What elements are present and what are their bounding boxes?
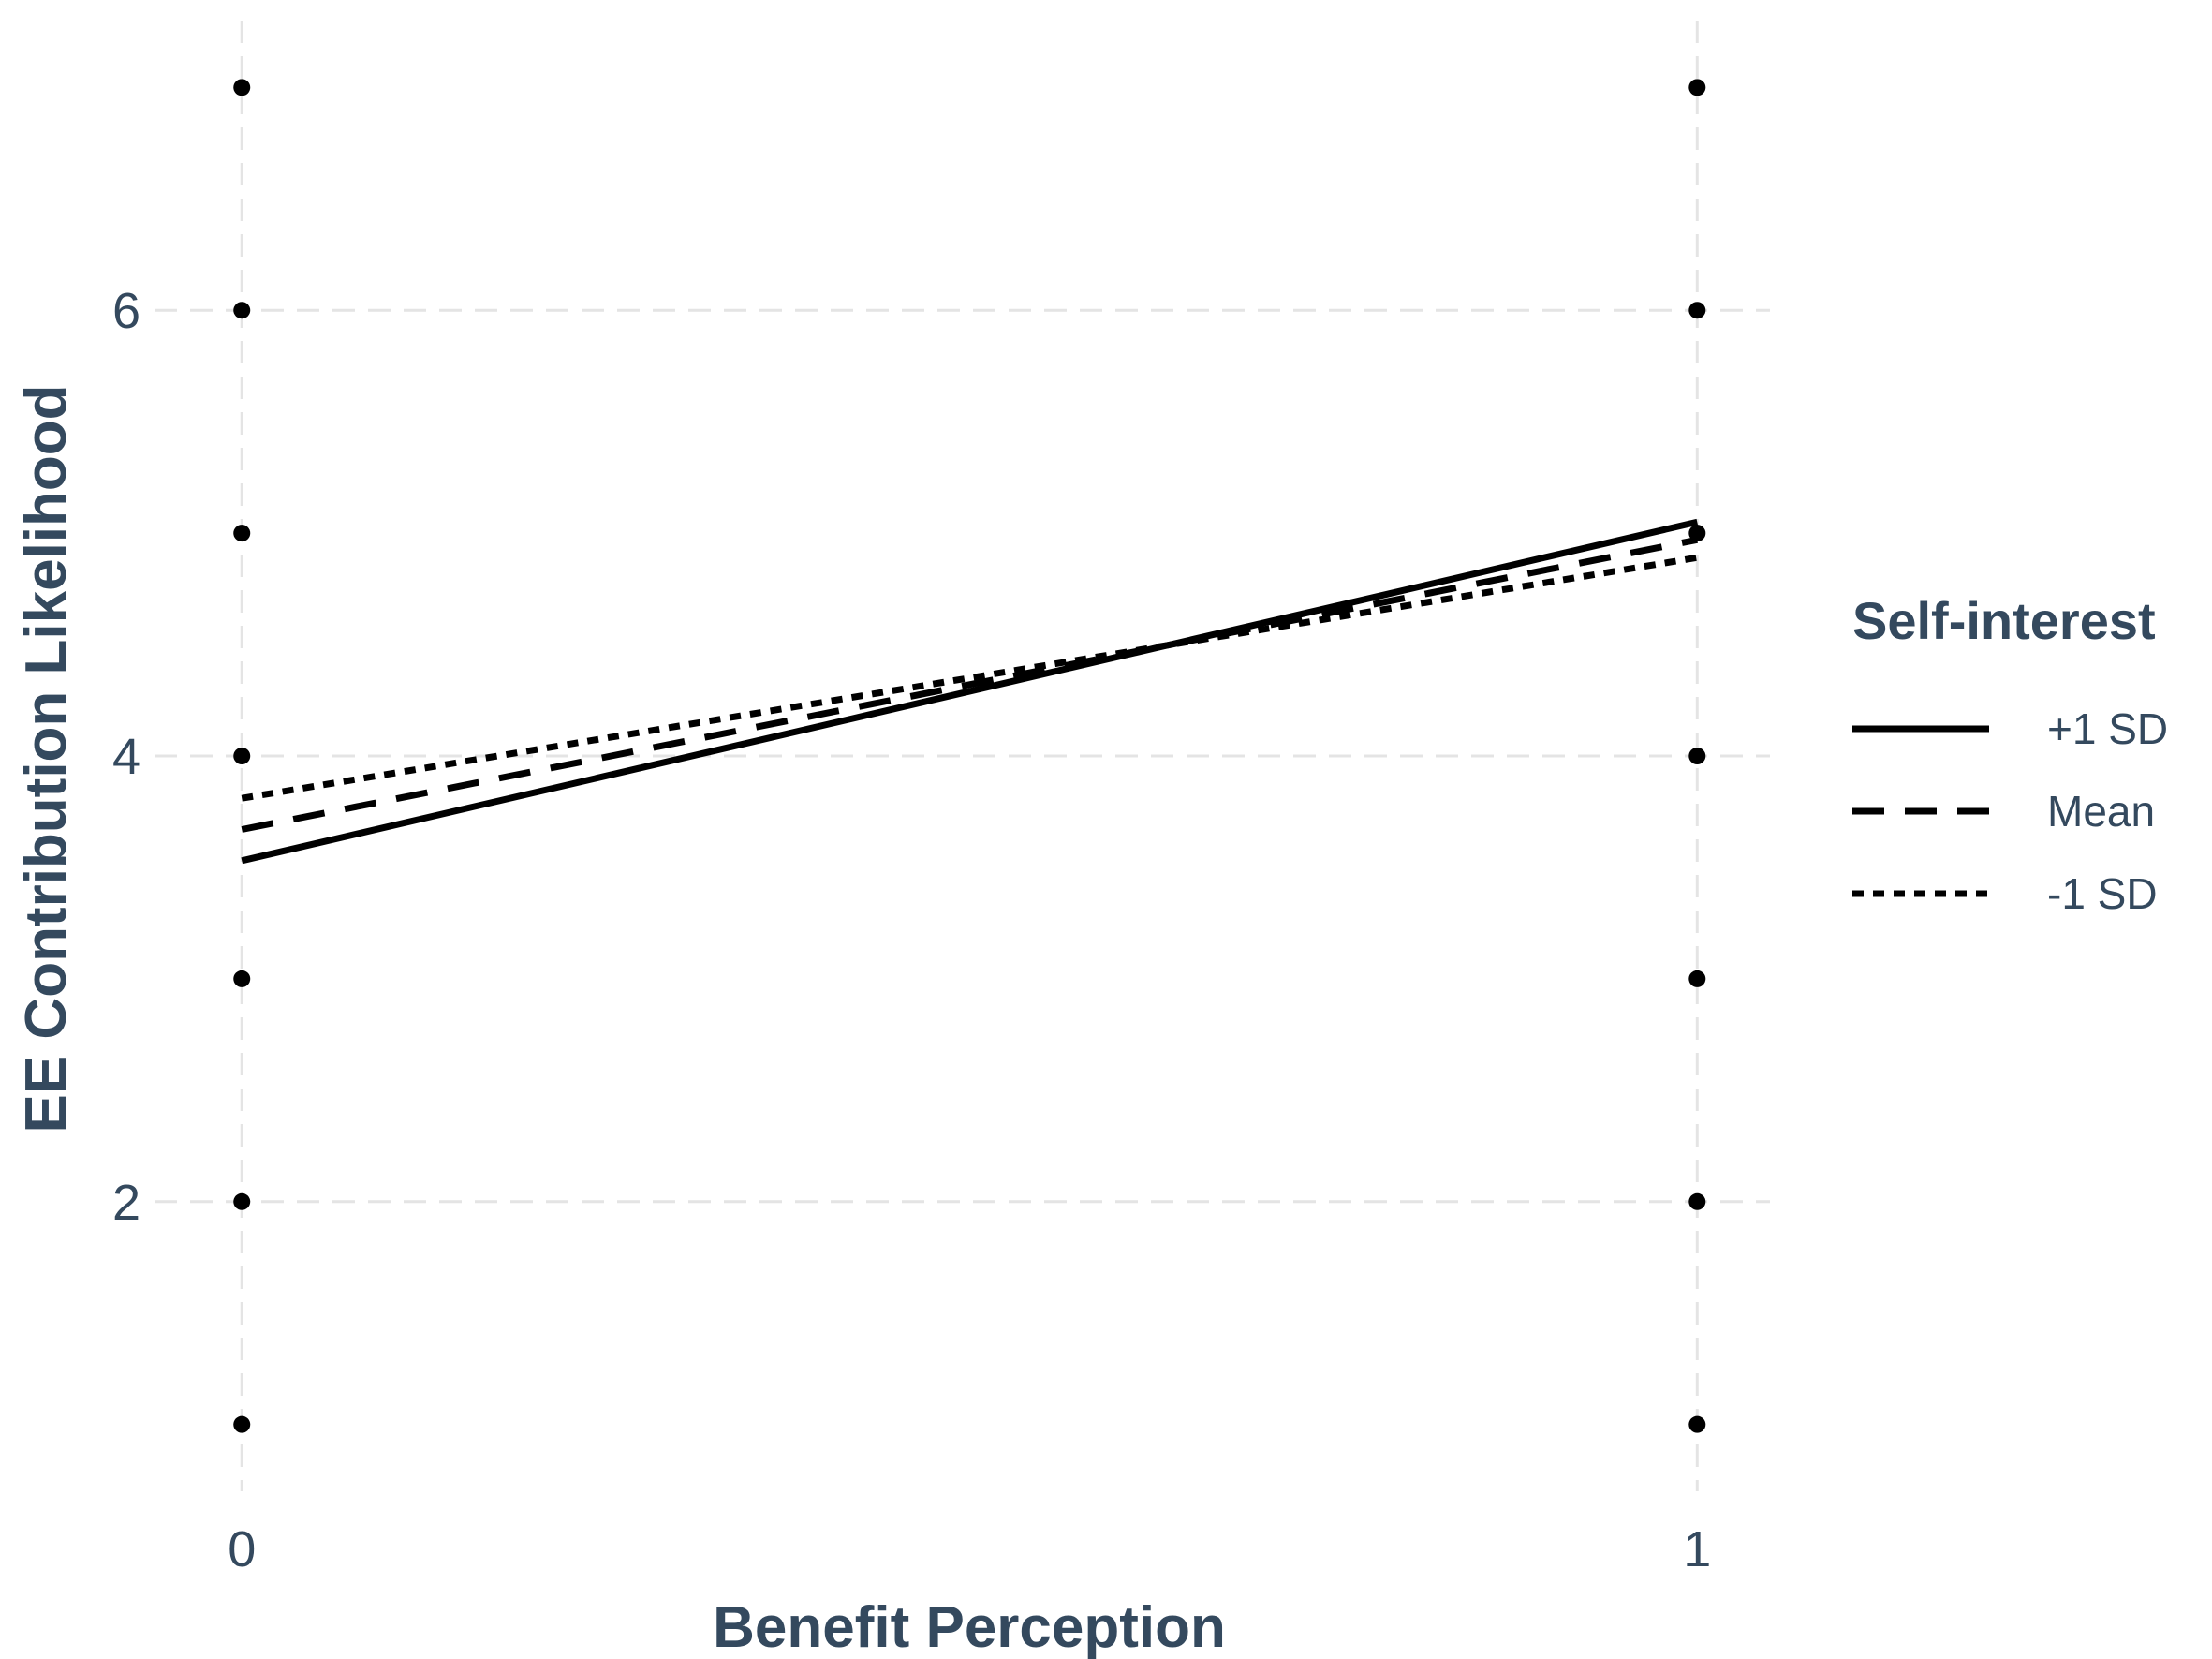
y-tick-label: 6: [112, 283, 140, 339]
x-tick-label: 1: [1683, 1521, 1711, 1578]
y-tick-label: 4: [112, 729, 140, 785]
data-point: [1688, 1192, 1706, 1210]
grid: [155, 21, 1770, 1491]
legend: Self-interest +1 SD Mean -1 SD: [1852, 591, 2168, 918]
data-point: [233, 79, 251, 96]
x-tick-label: 0: [228, 1521, 256, 1578]
data-point: [233, 525, 251, 542]
data-point: [1688, 79, 1706, 96]
tick-labels: 0 1 2 4 6: [112, 283, 1711, 1578]
series-line: [241, 518, 1699, 865]
data-point: [233, 748, 251, 764]
series-line: [241, 554, 1698, 802]
data-point: [1688, 970, 1706, 987]
data-point: [1688, 302, 1706, 319]
y-tick-label: 2: [112, 1175, 140, 1231]
data-point: [1688, 748, 1706, 764]
legend-item: -1 SD: [1852, 869, 2158, 918]
legend-label: -1 SD: [2047, 869, 2158, 918]
legend-items: +1 SD Mean -1 SD: [1852, 704, 2168, 918]
legend-label: +1 SD: [2047, 704, 2168, 753]
data-point: [233, 302, 251, 319]
data-point: [233, 1415, 251, 1433]
data-points: [233, 79, 1706, 1433]
data-point: [1688, 1415, 1706, 1433]
data-point: [233, 970, 251, 987]
legend-item: +1 SD: [1852, 704, 2168, 753]
legend-label: Mean: [2047, 787, 2155, 836]
data-point: [233, 1192, 251, 1210]
y-axis-title: EE Contribution Likelihood: [14, 384, 79, 1133]
series-lines: [241, 518, 1699, 865]
series-line: [241, 536, 1698, 833]
x-axis-title: Benefit Perception: [713, 1595, 1226, 1659]
legend-title: Self-interest: [1852, 591, 2156, 650]
legend-item: Mean: [1852, 787, 2155, 836]
